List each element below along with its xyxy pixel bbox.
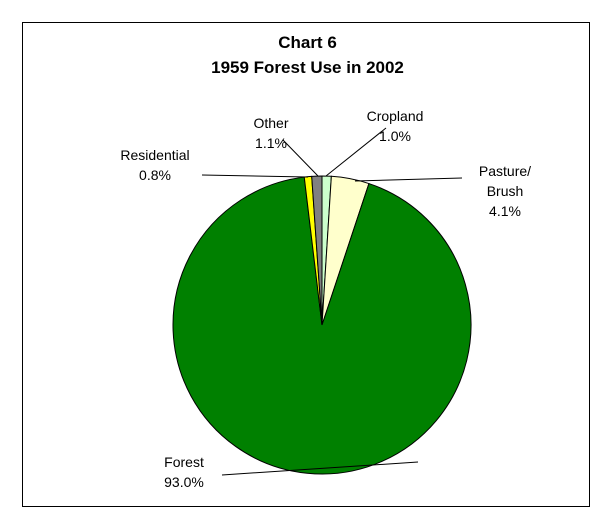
pie-slices — [172, 175, 472, 475]
slice-label: Residential 0.8% — [120, 147, 189, 183]
chart-subtitle: 1959 Forest Use in 2002 — [211, 58, 404, 77]
slice-label: Pasture/Brush 4.1% — [479, 163, 531, 219]
leader-line — [201, 174, 309, 178]
chart-title: Chart 6 — [278, 33, 337, 52]
leader-line — [354, 177, 463, 182]
leader-line — [282, 139, 319, 177]
leader-lines — [201, 127, 463, 476]
slice-label: Other 1.1% — [253, 115, 288, 151]
slice-labels: Cropland 1.0% Pasture/Brush 4.1% Forest 93.0%… — [120, 108, 531, 490]
pie-slice-other — [311, 175, 323, 326]
leader-line — [221, 461, 419, 476]
chart-frame — [22, 22, 590, 507]
slice-label: Forest 93.0% — [164, 454, 204, 490]
slice-label: Cropland 1.0% — [367, 108, 424, 144]
pie-slice-forest — [172, 176, 472, 475]
leader-line — [325, 127, 387, 177]
